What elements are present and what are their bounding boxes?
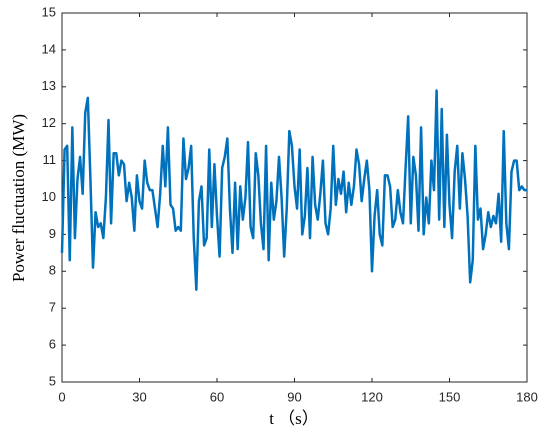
x-tick-label: 120 xyxy=(361,389,383,404)
y-tick-label: 10 xyxy=(42,189,56,204)
x-tick-label: 150 xyxy=(439,389,461,404)
y-tick-label: 5 xyxy=(49,373,56,388)
x-tick-label: 0 xyxy=(58,389,65,404)
x-tick-label: 180 xyxy=(516,389,538,404)
data-line xyxy=(60,89,527,291)
y-tick-label: 9 xyxy=(49,226,56,241)
y-axis-label: Power fluctuation (MW) xyxy=(9,114,28,282)
y-tick-label: 8 xyxy=(49,263,56,278)
x-tick-label: 30 xyxy=(132,389,146,404)
y-tick-label: 12 xyxy=(42,115,56,130)
y-tick-label: 15 xyxy=(42,4,56,19)
x-axis-label: t （s） xyxy=(269,409,319,428)
y-tick-label: 13 xyxy=(42,78,56,93)
y-tick-label: 11 xyxy=(43,152,57,167)
y-tick-label: 6 xyxy=(49,337,56,352)
y-tick-label: 14 xyxy=(42,41,56,56)
y-tick-label: 7 xyxy=(49,300,56,315)
x-tick-label: 60 xyxy=(210,389,224,404)
x-tick-label: 90 xyxy=(287,389,301,404)
